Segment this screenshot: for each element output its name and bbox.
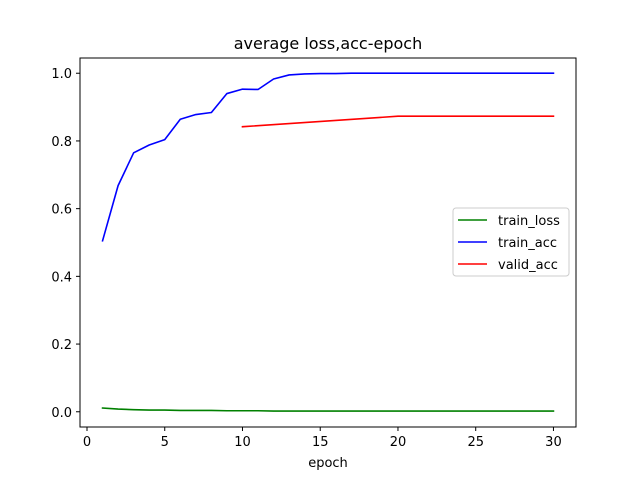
series-line-valid-acc — [241, 115, 555, 128]
x-tick-label: 5 — [161, 435, 169, 450]
x-tick-label: 30 — [545, 435, 562, 450]
y-tick-label: 0.6 — [51, 203, 72, 218]
y-axis-ticks: 0.0 0.2 0.4 0.6 0.8 1.0 — [51, 67, 80, 421]
x-tick-label: 25 — [467, 435, 484, 450]
series-layer — [101, 72, 555, 412]
plot-frame — [79, 57, 577, 428]
legend-label-valid-acc: valid_acc — [498, 258, 558, 273]
legend-label-train-loss: train_loss — [498, 214, 560, 229]
y-tick-label: 0.8 — [51, 135, 72, 150]
x-tick-label: 20 — [390, 435, 407, 450]
legend: train_loss train_acc valid_acc — [452, 207, 570, 277]
series-line-train-acc — [101, 72, 555, 242]
y-tick-label: 0.0 — [51, 406, 72, 421]
x-axis-label: epoch — [308, 456, 348, 471]
x-tick-label: 10 — [234, 435, 251, 450]
legend-box — [452, 207, 570, 277]
y-tick-label: 0.2 — [51, 338, 72, 353]
series-line-train-loss — [101, 407, 555, 412]
y-tick-label: 1.0 — [51, 67, 72, 82]
legend-label-train-acc: train_acc — [498, 236, 557, 251]
chart-title: average loss,acc-epoch — [234, 34, 422, 53]
y-tick-label: 0.4 — [51, 270, 72, 285]
x-tick-label: 15 — [312, 435, 329, 450]
x-tick-label: 0 — [83, 435, 91, 450]
x-axis-ticks: 0 5 10 15 20 25 30 — [83, 427, 562, 450]
